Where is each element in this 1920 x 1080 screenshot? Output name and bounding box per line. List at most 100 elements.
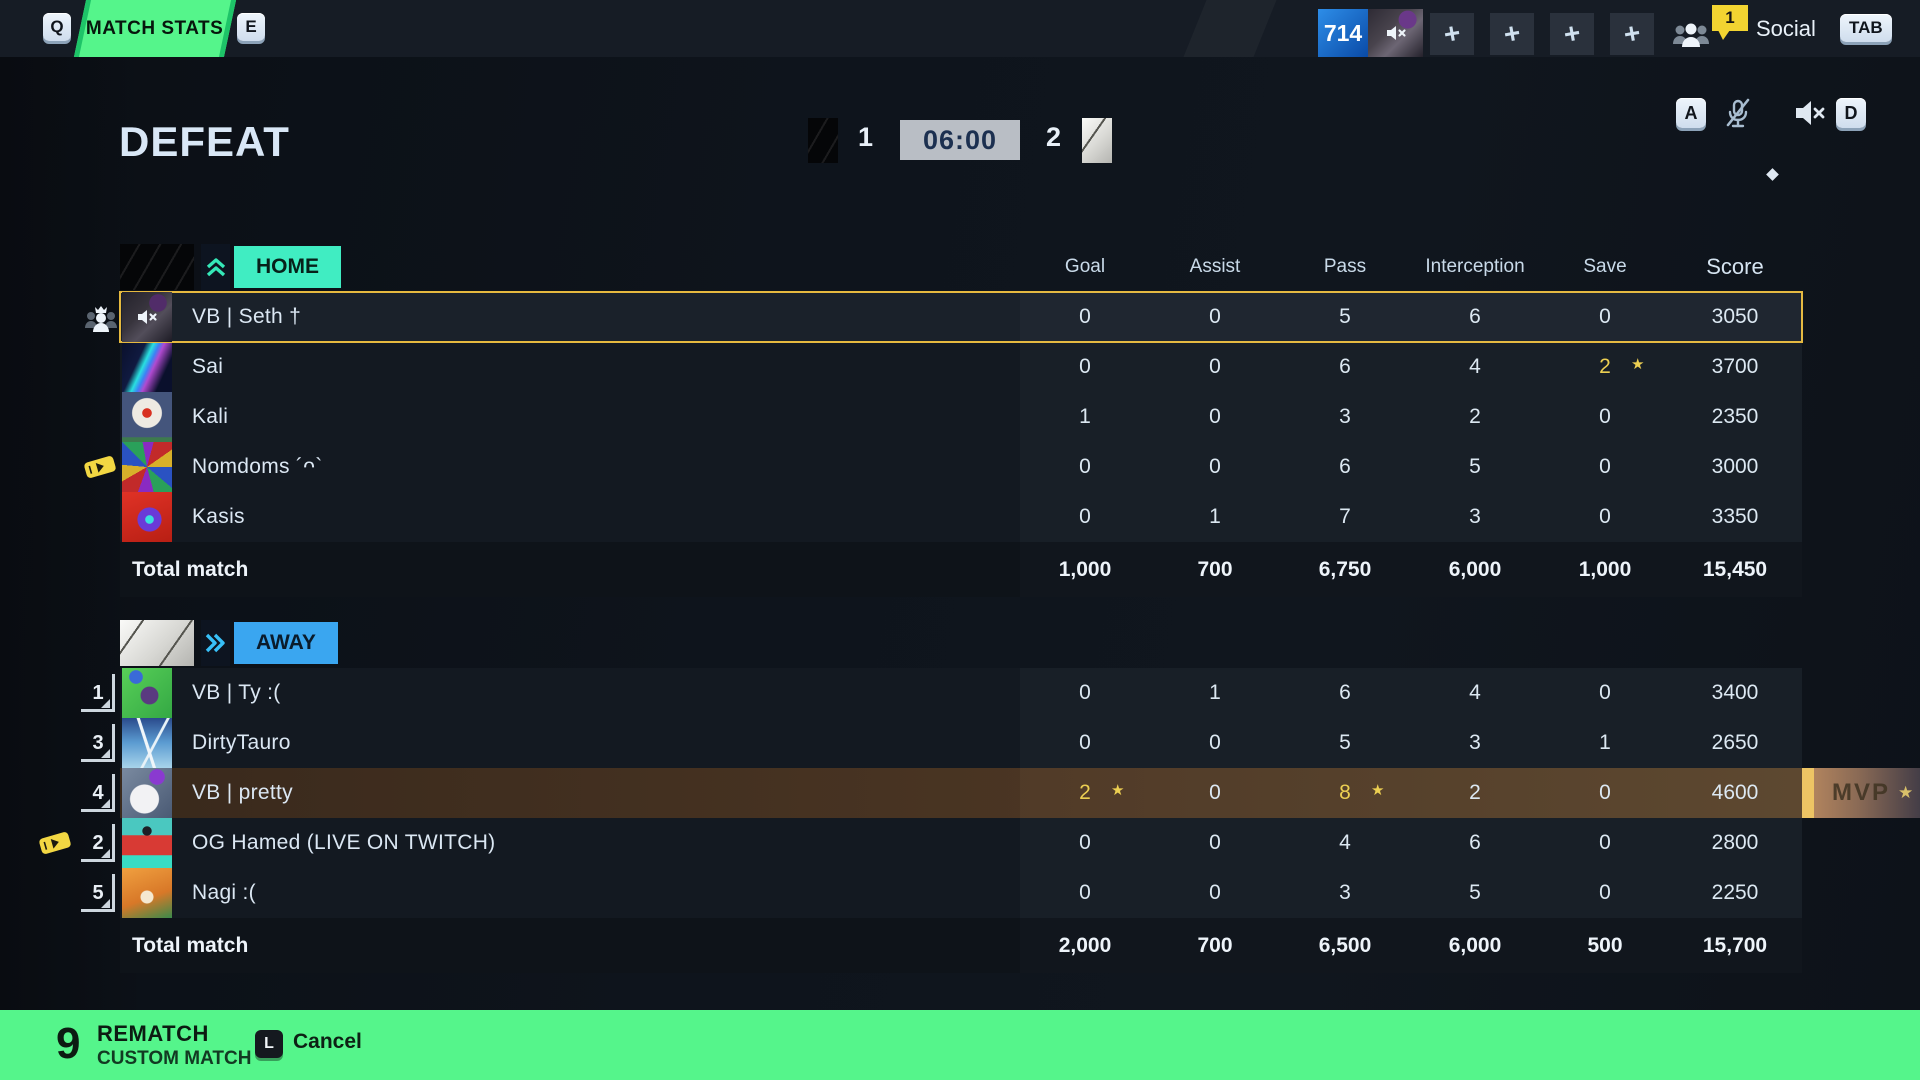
- stat-value: 6,500 ★: [1280, 934, 1410, 958]
- total-match-row: Total match 1,000 ★ 700 ★ 6,750 ★ 6,000 …: [120, 542, 1802, 597]
- table-row[interactable]: VB | Seth † 0 ★ 0 ★ 5 ★ 6 ★ 0 ★ 3050 ★: [85, 291, 1803, 343]
- away-team-label: AWAY: [234, 622, 338, 664]
- social-button[interactable]: 1 Social TAB: [1668, 0, 1918, 57]
- stat-value: 0 ★: [1150, 881, 1280, 905]
- away-team-logo: [120, 620, 194, 666]
- table-row[interactable]: 2 OG Hamed (LIVE ON TWITCH) 0 ★ 0 ★ 4 ★ …: [39, 818, 1802, 868]
- stat-number: 500: [1587, 933, 1623, 957]
- stat-number: 1: [1209, 505, 1221, 528]
- social-label: Social: [1756, 16, 1816, 41]
- row-side-icons: 5: [36, 868, 118, 918]
- player-avatar-topbar[interactable]: [1368, 9, 1423, 57]
- table-row[interactable]: 5 Nagi :( 0 ★ 0 ★ 3 ★ 5 ★ 0 ★ 2250 ★: [81, 868, 1802, 918]
- tab-match-stats[interactable]: MATCH STATS: [73, 0, 237, 57]
- stat-number: 7: [1339, 505, 1351, 528]
- away-rank-icon: [201, 620, 230, 666]
- rank-number: 3: [92, 731, 104, 754]
- stat-number: 6,000: [1448, 933, 1502, 957]
- row-side-icons: [36, 442, 118, 492]
- microphone-muted-icon[interactable]: [1720, 95, 1756, 131]
- stat-number: 0: [1209, 405, 1221, 428]
- stat-value: 5 ★: [1280, 731, 1410, 755]
- stat-value: 0 ★: [1150, 731, 1280, 755]
- home-score: 1: [858, 122, 874, 152]
- stat-value: 2 ★: [1410, 405, 1540, 429]
- home-team-logo: [120, 244, 194, 290]
- stat-value: 0 ★: [1150, 781, 1280, 805]
- stat-number: 0: [1599, 505, 1611, 528]
- table-row[interactable]: Kali 1 ★ 0 ★ 3 ★ 2 ★ 0 ★ 2350 ★: [120, 392, 1802, 442]
- rematch-hotkey: 9: [56, 1019, 81, 1068]
- column-header-goal: Goal: [1064, 256, 1106, 277]
- table-row[interactable]: 1 VB | Ty :( 0 ★ 1 ★ 6 ★ 4 ★ 0 ★ 3400 ★: [81, 668, 1802, 718]
- player-name: Nomdoms ´ᴖ`: [192, 455, 323, 478]
- stat-number: 3: [1469, 505, 1481, 528]
- rank-number: 4: [92, 781, 104, 804]
- best-stat-star-icon: ★: [1631, 356, 1645, 373]
- player-stats: 0 ★ 0 ★ 5 ★ 6 ★ 0 ★ 3050 ★: [1020, 292, 1800, 342]
- stat-number: 6: [1339, 355, 1351, 378]
- column-header-pass: Pass: [1323, 256, 1367, 277]
- player-name: Kasis: [192, 505, 245, 528]
- stat-number: 4: [1339, 831, 1351, 854]
- table-row[interactable]: Sai 0 ★ 0 ★ 6 ★ 4 ★ 2 ★ 3700 ★: [120, 342, 1802, 392]
- stat-number: 700: [1197, 933, 1233, 957]
- column-headers: Goal Assist Pass Interception Save Score: [1020, 242, 1800, 292]
- stat-value: 0 ★: [1540, 781, 1670, 805]
- stat-value: 3400 ★: [1670, 681, 1800, 705]
- stat-value: 0 ★: [1540, 881, 1670, 905]
- stat-number: 4: [1469, 355, 1481, 378]
- stat-value: 0 ★: [1540, 681, 1670, 705]
- table-row[interactable]: Kasis 0 ★ 1 ★ 7 ★ 3 ★ 0 ★ 3350 ★: [120, 492, 1802, 542]
- total-match-label: Total match: [132, 933, 249, 957]
- stat-number: 2: [1599, 355, 1611, 378]
- add-friend-button[interactable]: +: [1490, 13, 1534, 55]
- best-stat-star-icon: ★: [1371, 782, 1385, 799]
- stat-value: 0 ★: [1020, 355, 1150, 379]
- player-name: VB | pretty: [192, 781, 293, 804]
- counter-badge: 714: [1318, 9, 1368, 57]
- away-team-logo-small: [1082, 118, 1112, 163]
- total-match-row: Total match 2,000 ★ 700 ★ 6,500 ★ 6,000 …: [120, 918, 1802, 973]
- table-row[interactable]: 4 VB | pretty 2 ★ 0 ★ 8 ★ 2 ★ 0 ★ 4600 ★…: [81, 768, 1920, 818]
- stat-number: 1: [1209, 681, 1221, 704]
- stat-value: 6 ★: [1410, 305, 1540, 329]
- add-friend-button[interactable]: +: [1430, 13, 1474, 55]
- table-row[interactable]: Nomdoms ´ᴖ` 0 ★ 0 ★ 6 ★ 5 ★ 0 ★ 3000 ★: [84, 442, 1802, 492]
- stat-value: 4 ★: [1280, 831, 1410, 855]
- player-avatar: [122, 768, 172, 818]
- bottom-action-bar[interactable]: 9 REMATCH CUSTOM MATCH L Cancel: [0, 1010, 1920, 1080]
- stat-number: 0: [1079, 305, 1091, 328]
- stat-value: 0 ★: [1020, 455, 1150, 479]
- stat-value: 6 ★: [1280, 455, 1410, 479]
- stat-number: 0: [1209, 881, 1221, 904]
- stat-number: 6: [1339, 681, 1351, 704]
- stat-value: 0 ★: [1540, 831, 1670, 855]
- stat-number: 6: [1339, 455, 1351, 478]
- stat-value: 5 ★: [1410, 881, 1540, 905]
- stat-value: 0 ★: [1150, 305, 1280, 329]
- stat-value: 0 ★: [1540, 405, 1670, 429]
- key-e: E: [237, 13, 265, 41]
- stat-value: 1 ★: [1540, 731, 1670, 755]
- stat-value: 0 ★: [1540, 505, 1670, 529]
- add-friend-button[interactable]: +: [1610, 13, 1654, 55]
- stat-number: 0: [1209, 781, 1221, 804]
- stat-number: 2: [1469, 405, 1481, 428]
- column-header-interception: Interception: [1425, 256, 1525, 277]
- player-stats: 2 ★ 0 ★ 8 ★ 2 ★ 0 ★ 4600 ★: [1020, 768, 1800, 818]
- people-icon: [1672, 16, 1710, 50]
- spectate-ticket-icon: [82, 452, 118, 482]
- mvp-star-icon: ★: [1898, 783, 1914, 802]
- table-row[interactable]: 3 DirtyTauro 0 ★ 0 ★ 5 ★ 3 ★ 1 ★ 2650 ★: [81, 718, 1802, 768]
- stat-value: 2650 ★: [1670, 731, 1800, 755]
- speaker-muted-icon[interactable]: [1794, 99, 1826, 127]
- rank-number: 5: [92, 881, 104, 904]
- stat-value: 8 ★: [1280, 781, 1410, 805]
- cancel-button[interactable]: Cancel: [293, 1030, 362, 1053]
- player-stats: 0 ★ 0 ★ 4 ★ 6 ★ 0 ★ 2800 ★: [1020, 818, 1800, 868]
- player-stats: 1 ★ 0 ★ 3 ★ 2 ★ 0 ★ 2350 ★: [1020, 392, 1800, 442]
- add-friend-button[interactable]: +: [1550, 13, 1594, 55]
- player-avatar: [122, 442, 172, 492]
